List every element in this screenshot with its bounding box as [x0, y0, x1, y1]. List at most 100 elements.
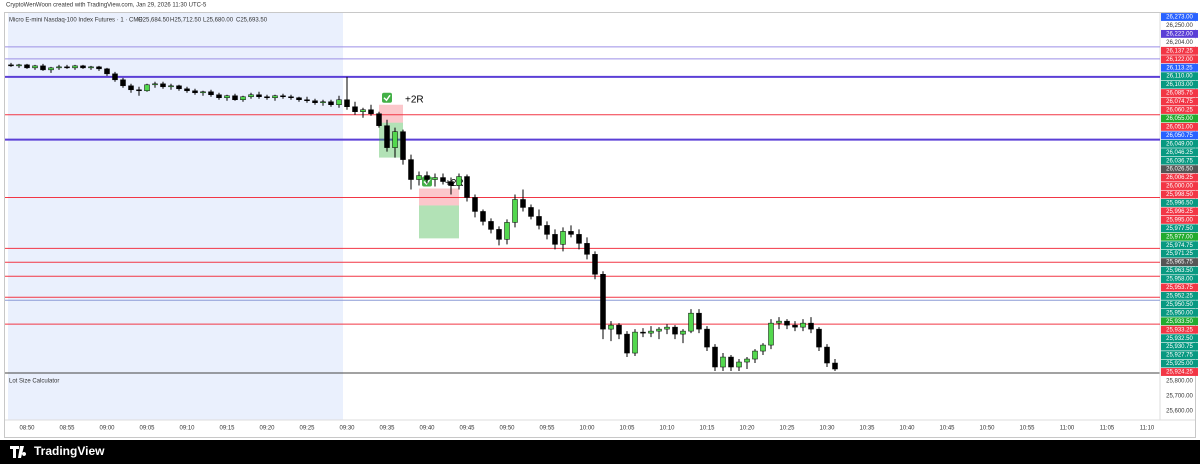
candle-body — [368, 109, 374, 114]
candle-body — [704, 328, 710, 348]
price-label-bg — [1161, 368, 1198, 376]
candle-body — [8, 64, 14, 67]
price-label: 25,996.25 — [1166, 209, 1193, 215]
x-tick-label: 11:05 — [1100, 426, 1115, 432]
candle-body — [384, 125, 390, 148]
candle-body — [512, 199, 518, 223]
price-label-bg — [1161, 325, 1198, 334]
price-label-bg — [1161, 97, 1198, 106]
price-label-bg — [1161, 232, 1198, 241]
y-tick-label: 25,700.00 — [1166, 394, 1193, 400]
candle-body — [448, 181, 454, 186]
ohlc-high: H25,712.50 — [170, 18, 202, 24]
price-label-bg — [1161, 258, 1198, 267]
price-label-bg — [1161, 72, 1198, 81]
candle-body — [344, 99, 350, 107]
price-label: 25,977.50 — [1166, 226, 1193, 232]
candle-body — [696, 312, 702, 330]
candle-body — [720, 356, 726, 368]
pane-title: Lot Size Calculator — [9, 379, 59, 385]
ohlc-open: O25,684.50 — [138, 18, 170, 24]
x-tick-label: 10:20 — [739, 426, 755, 432]
price-label: 26,222.00 — [1166, 31, 1193, 37]
price-label-bg — [1161, 122, 1198, 131]
price-label-bg — [1161, 106, 1198, 114]
check-mark — [423, 178, 431, 186]
price-label: 25,974.75 — [1166, 243, 1193, 249]
candle-body — [264, 96, 270, 99]
candle-body — [312, 100, 318, 104]
x-tick-label: 08:50 — [19, 426, 35, 432]
candle-body — [216, 94, 222, 99]
price-label: 26,026.50 — [1166, 167, 1193, 173]
candle-body — [328, 101, 334, 105]
price-label: 25,952.25 — [1166, 294, 1193, 300]
target-zone — [379, 122, 403, 158]
candle-body — [16, 64, 22, 67]
price-label-bg — [1161, 275, 1198, 283]
candle-body — [456, 176, 462, 186]
price-label-bg — [1161, 283, 1198, 292]
price-label: 25,924.25 — [1166, 370, 1193, 376]
price-label-bg — [1161, 190, 1198, 199]
x-tick-label: 09:40 — [419, 426, 435, 432]
candle-body — [304, 99, 310, 102]
price-label: 25,933.50 — [1166, 319, 1193, 325]
x-tick-label: 11:00 — [1060, 426, 1075, 432]
price-label: 25,971.25 — [1166, 251, 1193, 257]
price-label-bg — [1161, 13, 1198, 21]
x-tick-label: 10:35 — [859, 426, 875, 432]
x-tick-label: 09:20 — [259, 426, 275, 432]
candle-body — [232, 95, 238, 101]
candle-body — [176, 85, 182, 90]
stop-zone — [419, 188, 459, 206]
price-label-bg — [1161, 89, 1198, 97]
candle-body — [152, 83, 158, 86]
ohlc-close: C25,693.50 — [236, 18, 268, 24]
candle-body — [240, 96, 246, 101]
candle-body — [272, 95, 278, 99]
chart-title: Micro E-mini Nasdaq-100 Index Futures · … — [9, 18, 142, 24]
x-tick-label: 09:15 — [219, 426, 235, 432]
x-tick-label: 10:45 — [939, 426, 955, 432]
candle-body — [424, 175, 430, 180]
x-tick-label: 09:00 — [99, 426, 115, 432]
candle-body — [608, 324, 614, 330]
candle-body — [488, 221, 494, 230]
y-tick-label: 25,600.00 — [1166, 409, 1193, 415]
candle-body — [656, 328, 662, 332]
candle-body — [288, 96, 294, 99]
candle-body — [408, 159, 414, 180]
price-label-bg — [1161, 21, 1198, 30]
candle-body — [128, 85, 134, 91]
candle-body — [440, 177, 446, 182]
brand-name: TradingView — [34, 444, 105, 458]
candle-body — [672, 326, 678, 335]
x-tick-label: 10:40 — [899, 426, 915, 432]
price-label-bg — [1161, 334, 1198, 343]
price-label-bg — [1161, 317, 1198, 326]
candle-body — [168, 85, 174, 88]
price-label: 25,950.50 — [1166, 302, 1193, 308]
x-tick-label: 09:30 — [339, 426, 355, 432]
x-tick-label: 10:10 — [659, 426, 675, 432]
candle-body — [112, 73, 118, 81]
price-label-bg — [1161, 342, 1198, 351]
candle-body — [72, 65, 78, 69]
price-label-bg — [1161, 148, 1198, 157]
price-label-bg — [1161, 215, 1198, 224]
candle-body — [496, 229, 502, 240]
candle-body — [136, 89, 142, 92]
price-label: 25,953.75 — [1166, 285, 1193, 291]
price-label-bg — [1161, 308, 1198, 317]
x-tick-label: 10:30 — [819, 426, 835, 432]
candle-body — [752, 350, 758, 360]
x-tick-label: 09:45 — [459, 426, 475, 432]
price-label: 26,103.00 — [1166, 82, 1193, 88]
price-label: 26,036.75 — [1166, 158, 1193, 164]
price-label: 26,137.25 — [1166, 48, 1193, 54]
candle-body — [88, 66, 94, 69]
price-label: 25,958.00 — [1166, 277, 1193, 283]
price-label: 26,050.75 — [1166, 133, 1193, 139]
